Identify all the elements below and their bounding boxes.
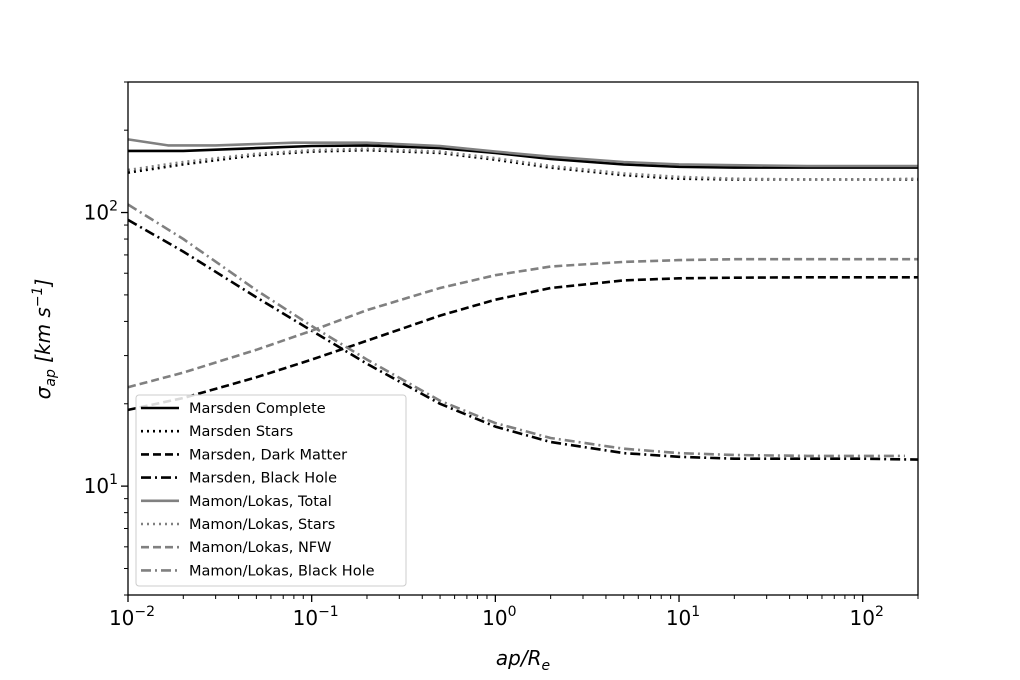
legend-box bbox=[135, 394, 407, 587]
legend-label-marsden-stars: Marsden Stars bbox=[189, 424, 293, 440]
legend-label-mamon-lokas-nfw: Mamon/Lokas, NFW bbox=[189, 540, 332, 556]
legend-label-mamon-lokas-black-hole: Mamon/Lokas, Black Hole bbox=[189, 563, 375, 579]
x-tick-label: 102 bbox=[850, 604, 884, 630]
series-line-marsden-stars bbox=[127, 148, 918, 181]
x-tick-label: 10−1 bbox=[293, 604, 339, 630]
legend-label-mamon-lokas-total: Mamon/Lokas, Total bbox=[189, 494, 332, 510]
series-line-mamon-lokas-stars bbox=[127, 147, 919, 181]
legend: Marsden Complete Marsden Stars Marsden, Da… bbox=[135, 394, 407, 587]
y-axis-label: σap [km s−1] bbox=[30, 279, 59, 400]
x-tick-label: 101 bbox=[666, 604, 700, 630]
series-line-mamon-lokas-nfw bbox=[127, 257, 918, 389]
legend-label-mamon-lokas-stars: Mamon/Lokas, Stars bbox=[189, 517, 335, 533]
series-line-marsden-black-hole bbox=[127, 218, 919, 461]
x-axis-label: ap/Re bbox=[496, 646, 550, 674]
legend-items: Marsden Complete Marsden Stars Marsden, Da… bbox=[141, 401, 375, 579]
series-layer bbox=[127, 138, 919, 461]
legend-label-marsden-black-hole: Marsden, Black Hole bbox=[189, 471, 337, 487]
y-tick-label: 101 bbox=[84, 472, 118, 498]
plot-frame bbox=[127, 81, 919, 596]
x-tick-label: 100 bbox=[482, 604, 516, 630]
ticks-layer: 10−2 10−1 100 101 102 101 102 bbox=[84, 81, 919, 630]
series-line-marsden-complete bbox=[128, 144, 918, 169]
series-line-mamon-lokas-total bbox=[127, 138, 918, 168]
legend-label-marsden-dark-matter: Marsden, Dark Matter bbox=[189, 447, 347, 463]
series-line-marsden-dark-matter bbox=[127, 276, 918, 412]
series-line-mamon-lokas-black-hole bbox=[127, 203, 905, 458]
x-tick-label: 10−2 bbox=[109, 604, 155, 630]
legend-label-marsden-complete: Marsden Complete bbox=[189, 401, 326, 417]
y-tick-label: 102 bbox=[84, 199, 118, 225]
